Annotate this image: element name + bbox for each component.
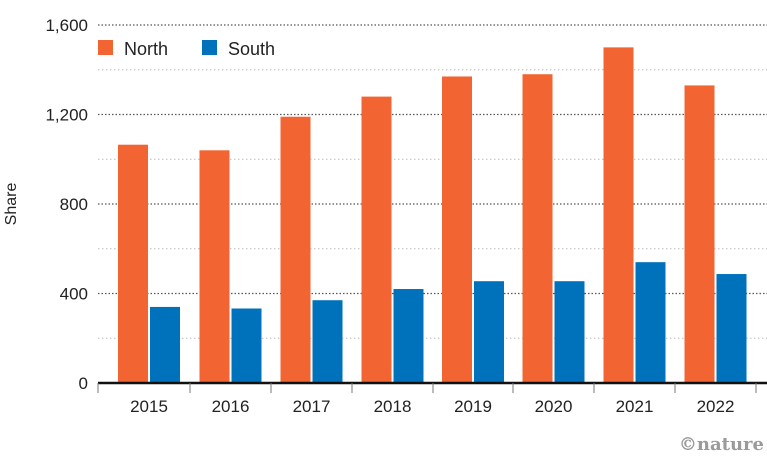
bar-north-2019 <box>442 76 472 384</box>
legend: North South <box>98 39 275 59</box>
x-tick-label: 2018 <box>374 397 412 416</box>
y-tick-label: 1,200 <box>45 106 88 125</box>
bar-north-2016 <box>199 150 230 383</box>
bar-south-2016 <box>231 308 262 383</box>
bar-north-2022 <box>684 85 715 383</box>
y-tick-label: 800 <box>60 195 88 214</box>
legend-swatch-south <box>202 40 217 55</box>
bar-north-2020 <box>522 74 553 383</box>
y-tick-label: 0 <box>79 374 88 393</box>
bar-south-2019 <box>474 281 504 383</box>
bar-south-2017 <box>312 300 343 383</box>
bar-north-2018 <box>361 96 392 383</box>
x-tick-label: 2016 <box>212 397 250 416</box>
bar-south-2021 <box>635 262 666 383</box>
legend-swatch-north <box>98 40 113 55</box>
bar-south-2020 <box>554 281 585 383</box>
bars <box>118 47 747 384</box>
y-tick-label: 1,600 <box>45 16 88 35</box>
nature-credit: ©nature <box>679 434 764 455</box>
bar-north-2015 <box>118 144 148 383</box>
x-tick-label: 2019 <box>454 397 492 416</box>
y-tick-labels: 0 400 800 1,200 1,600 <box>45 16 88 393</box>
legend-label-north: North <box>124 39 168 59</box>
legend-label-south: South <box>228 39 275 59</box>
bar-south-2015 <box>150 306 180 383</box>
x-axis: 2015 2016 2017 2018 2019 2020 2021 2022 <box>97 381 767 416</box>
y-tick-label: 400 <box>60 285 88 304</box>
x-tick-label: 2017 <box>293 397 331 416</box>
x-tick-label: 2015 <box>130 397 168 416</box>
y-axis-title: Share <box>3 183 20 226</box>
bar-south-2022 <box>716 274 747 383</box>
bar-north-2017 <box>280 116 311 384</box>
x-tick-label: 2021 <box>616 397 654 416</box>
bar-north-2021 <box>603 47 634 383</box>
x-tick-label: 2020 <box>535 397 573 416</box>
x-tick-label: 2022 <box>697 397 735 416</box>
gridlines <box>98 24 767 339</box>
bar-south-2018 <box>393 289 424 383</box>
